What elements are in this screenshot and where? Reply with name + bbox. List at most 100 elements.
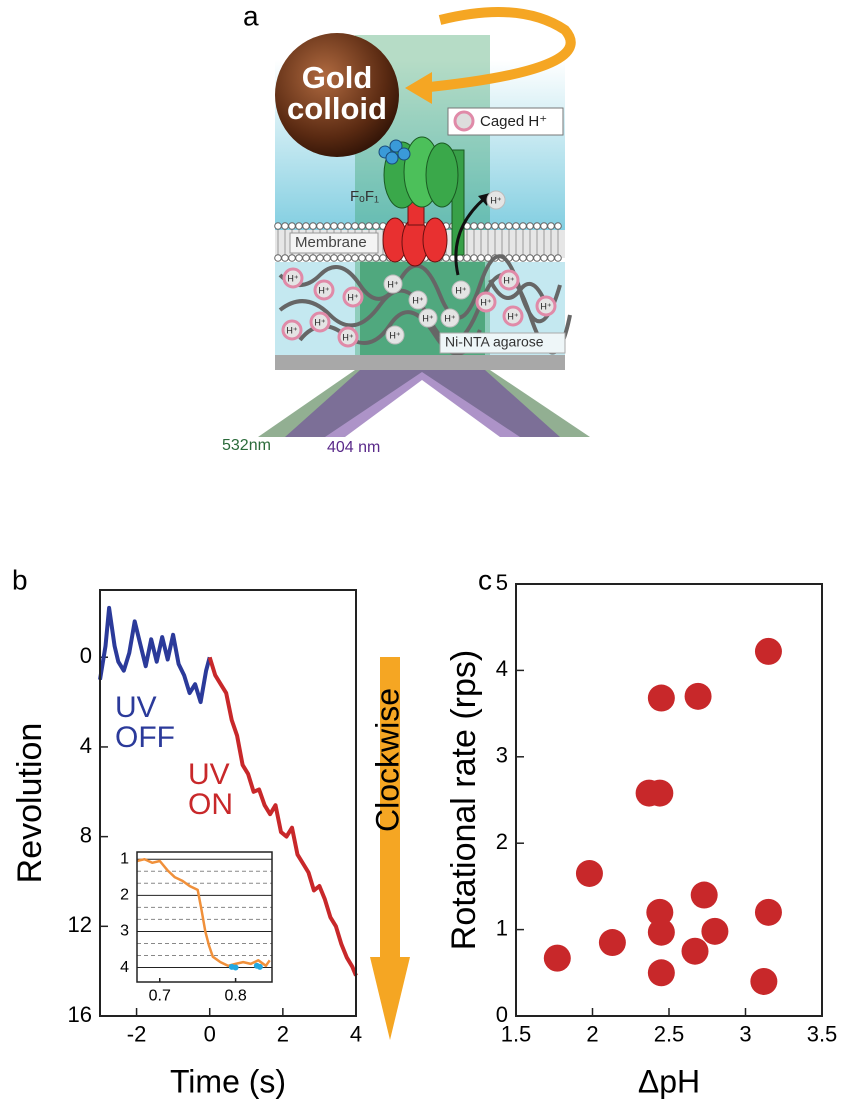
lipid-head: [478, 255, 485, 262]
x-tick-label: 0: [204, 1022, 216, 1047]
lipid-head: [527, 223, 534, 230]
proton-label: H⁺: [287, 273, 298, 283]
x-tick-label: 3.5: [807, 1022, 838, 1047]
lipid-head: [282, 223, 289, 230]
proton-label: H⁺: [286, 325, 297, 335]
y-tick-label: 4: [80, 733, 92, 758]
lipid-head: [506, 223, 513, 230]
lipid-head: [352, 255, 359, 262]
lipid-head: [331, 223, 338, 230]
lipid-head: [366, 223, 373, 230]
x-axis-label: ΔpH: [638, 1063, 700, 1099]
data-point: [257, 964, 263, 970]
lipid-head: [471, 223, 478, 230]
lipid-head: [303, 255, 310, 262]
data-point: [685, 683, 712, 710]
proton-label: H⁺: [503, 275, 514, 285]
lipid-head: [275, 223, 282, 230]
proton-label: H⁺: [490, 195, 501, 205]
annotation: Clockwise: [369, 688, 405, 832]
lipid-head: [541, 255, 548, 262]
colloid-label: Gold colloid: [282, 62, 392, 124]
data-point: [233, 965, 239, 971]
data-point: [691, 882, 718, 909]
lipid-head: [471, 255, 478, 262]
figure: a Membrane FₒF₁: [0, 0, 843, 1106]
lipid-head: [492, 223, 499, 230]
lipid-head: [513, 255, 520, 262]
membrane-label: Membrane: [295, 234, 367, 251]
data-point: [544, 945, 571, 972]
data-point: [648, 919, 675, 946]
arrowhead: [370, 957, 410, 1040]
lipid-head: [282, 255, 289, 262]
caged-label: Caged H⁺: [480, 113, 547, 130]
lipid-head: [527, 255, 534, 262]
proton-label: H⁺: [387, 279, 398, 289]
y-tick-label: 1: [120, 850, 129, 867]
y-tick-label: 16: [68, 1002, 92, 1027]
violet-laser: [285, 370, 560, 437]
f1-subunit: [426, 143, 458, 207]
lipid-head: [345, 255, 352, 262]
x-tick-label: 4: [350, 1022, 362, 1047]
panel-label: b: [12, 564, 28, 595]
lipid-head: [324, 255, 331, 262]
lipid-head: [324, 223, 331, 230]
lipid-head: [485, 223, 492, 230]
bead: [398, 148, 410, 160]
diagram: a Membrane FₒF₁: [222, 0, 590, 456]
lipid-head: [373, 255, 380, 262]
lipid-head: [366, 255, 373, 262]
y-tick-label: 2: [496, 829, 508, 854]
lipid-head: [478, 223, 485, 230]
y-tick-label: 4: [496, 656, 508, 681]
lipid-head: [541, 223, 548, 230]
data-point: [599, 929, 626, 956]
proton-label: H⁺: [455, 285, 466, 295]
y-tick-label: 4: [120, 959, 129, 976]
x-tick-label: 0.7: [149, 988, 171, 1005]
data-point: [682, 938, 709, 965]
y-tick-label: 8: [80, 822, 92, 847]
y-tick-label: 2: [120, 887, 129, 904]
lipid-head: [303, 223, 310, 230]
lipid-head: [457, 255, 464, 262]
lipid-head: [345, 223, 352, 230]
proton-label: H⁺: [389, 330, 400, 340]
panel-label: a: [243, 0, 259, 31]
caged-proton-icon: [455, 112, 473, 130]
lipid-head: [380, 255, 387, 262]
lipid-head: [352, 223, 359, 230]
figure-canvas: a Membrane FₒF₁: [0, 0, 843, 1106]
lipid-head: [548, 255, 555, 262]
lipid-head: [317, 223, 324, 230]
data-point: [755, 638, 782, 665]
lipid-head: [513, 223, 520, 230]
x-tick-label: 2: [277, 1022, 289, 1047]
proton-label: H⁺: [314, 317, 325, 327]
y-tick-label: 3: [496, 743, 508, 768]
y-axis-label: Rotational rate (rps): [445, 650, 483, 950]
data-point: [755, 899, 782, 926]
lipid-head: [289, 255, 296, 262]
y-tick-label: 0: [80, 643, 92, 668]
fo-subunit: [423, 218, 447, 262]
lipid-head: [373, 223, 380, 230]
charts: Clockwise -20240481216Time (s)Revolution…: [11, 564, 837, 1099]
x-tick-label: 2: [586, 1022, 598, 1047]
lipid-head: [359, 255, 366, 262]
lipid-head: [331, 255, 338, 262]
lipid-head: [338, 223, 345, 230]
lipid-head: [275, 255, 282, 262]
x-tick-label: 0.8: [224, 988, 246, 1005]
proton-label: H⁺: [412, 295, 423, 305]
proton-label: H⁺: [444, 313, 455, 323]
lipid-head: [310, 255, 317, 262]
y-tick-label: 3: [120, 923, 129, 940]
data-point: [648, 959, 675, 986]
lipid-head: [499, 223, 506, 230]
glass: [275, 355, 565, 370]
lipid-head: [289, 223, 296, 230]
y-axis-label: Revolution: [11, 723, 49, 884]
